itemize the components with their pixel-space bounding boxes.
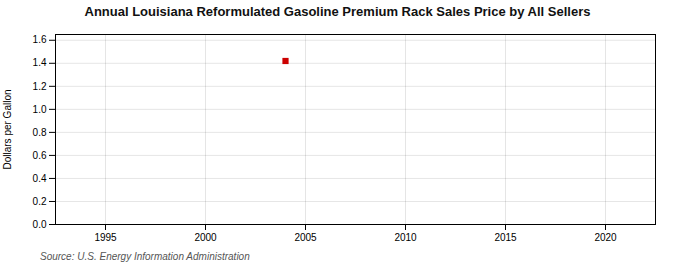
svg-text:2005: 2005 [294,232,317,243]
svg-text:Dollars per Gallon: Dollars per Gallon [2,89,13,169]
svg-text:1995: 1995 [94,232,117,243]
svg-text:2000: 2000 [194,232,217,243]
svg-text:0.6: 0.6 [33,150,47,161]
svg-text:1.4: 1.4 [33,57,47,68]
svg-text:1.2: 1.2 [33,81,47,92]
svg-text:0.0: 0.0 [33,219,47,230]
svg-text:0.2: 0.2 [33,196,47,207]
html-text:Source: U.S. Energy Informatio: Source: U.S. Energy Information Administ… [40,251,250,262]
svg-text:1.6: 1.6 [33,34,47,45]
svg-text:2010: 2010 [394,232,417,243]
svg-text:0.4: 0.4 [33,173,47,184]
svg-text:0.8: 0.8 [33,127,47,138]
svg-text:1.0: 1.0 [33,104,47,115]
html-text:Annual Louisiana Reformulated: Annual Louisiana Reformulated Gasoline P… [84,4,591,19]
svg-text:2020: 2020 [594,232,617,243]
svg-text:2015: 2015 [494,232,517,243]
